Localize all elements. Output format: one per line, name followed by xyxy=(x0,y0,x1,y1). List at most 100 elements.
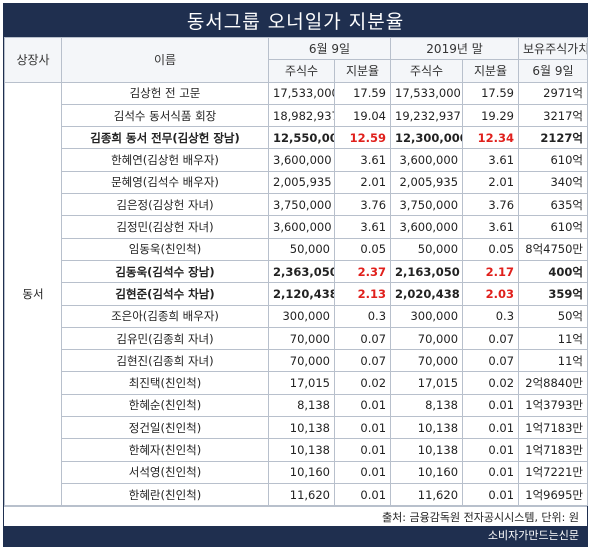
ratio-june-cell: 0.3 xyxy=(333,304,392,328)
ratio-june-cell: 0.01 xyxy=(333,393,392,418)
person-name-cell: 김현준(김석수 차남) xyxy=(61,282,269,306)
holding-value-cell: 359억 xyxy=(518,282,589,306)
holding-value-cell: 2971억 xyxy=(518,81,589,105)
holding-value-cell: 400억 xyxy=(518,259,589,284)
table-row: 정건일(친인척) 10,138 0.01 10,138 0.01 1억7183만 xyxy=(5,416,589,440)
ratio-2019-cell: 0.01 xyxy=(462,460,520,484)
ownership-table: 상장사 이름 6월 9일 2019년 말 보유주식가치 주식수 지분율 주식수 … xyxy=(4,36,589,507)
ownership-table-card: 동서그룹 오너일가 지분율 상장사 이름 6월 9일 2019년 말 보유주식가… xyxy=(3,3,589,547)
table-row: 김석수 동서식품 회장 18,982,937 19.04 19,232,937 19.2… xyxy=(5,103,589,128)
ratio-2019-cell: 2.17 xyxy=(462,259,520,284)
shares-june-cell: 10,138 xyxy=(268,438,335,462)
ratio-2019-cell: 0.01 xyxy=(462,393,520,418)
ratio-june-cell: 12.59 xyxy=(333,126,392,150)
header-company: 상장사 xyxy=(4,37,62,83)
ratio-june-cell: 3.61 xyxy=(333,148,392,172)
source-note: 출처: 금융감독원 전자공시시스템, 단위: 원 xyxy=(4,506,587,528)
shares-june-cell: 11,620 xyxy=(268,482,335,507)
header-end2019: 2019년 말 xyxy=(390,36,520,61)
shares-2019-cell: 17,015 xyxy=(390,371,464,395)
shares-2019-cell: 10,138 xyxy=(390,416,464,440)
table-row: 최진택(친인척) 17,015 0.02 17,015 0.02 2억8840만 xyxy=(5,371,589,395)
holding-value-cell: 11억 xyxy=(518,326,589,351)
person-name-cell: 임동욱(친인척) xyxy=(61,237,269,261)
holding-value-cell: 11억 xyxy=(518,349,589,373)
shares-2019-cell: 3,600,000 xyxy=(390,215,464,239)
ratio-june-cell: 0.01 xyxy=(333,482,392,507)
table-row: 한혜자(친인척) 10,138 0.01 10,138 0.01 1억7183만 xyxy=(5,438,589,462)
shares-2019-cell: 11,620 xyxy=(390,482,464,507)
holding-value-cell: 2127억 xyxy=(518,126,589,150)
ratio-june-cell: 19.04 xyxy=(333,103,392,128)
shares-june-cell: 3,600,000 xyxy=(268,148,335,172)
ratio-june-cell: 2.01 xyxy=(333,170,392,195)
shares-2019-cell: 50,000 xyxy=(390,237,464,261)
shares-june-cell: 12,550,000 xyxy=(268,126,335,150)
person-name-cell: 김종희 동서 전무(김상헌 장남) xyxy=(61,126,269,150)
shares-june-cell: 17,533,000 xyxy=(268,81,335,105)
ratio-2019-cell: 0.07 xyxy=(462,349,520,373)
ratio-2019-cell: 3.76 xyxy=(462,193,520,217)
table-row: 한혜연(김상헌 배우자) 3,600,000 3.61 3,600,000 3.61 61… xyxy=(5,148,589,172)
header-ratio-2019: 지분율 xyxy=(462,59,520,83)
holding-value-cell: 1억3793만 xyxy=(518,393,589,418)
holding-value-cell: 8억4750만 xyxy=(518,237,589,261)
ratio-june-cell: 0.02 xyxy=(333,371,392,395)
ratio-june-cell: 0.01 xyxy=(333,438,392,462)
shares-june-cell: 2,120,438 xyxy=(268,282,335,306)
person-name-cell: 한혜자(친인척) xyxy=(61,438,269,462)
person-name-cell: 김현진(김종희 자녀) xyxy=(61,349,269,373)
shares-2019-cell: 10,160 xyxy=(390,460,464,484)
person-name-cell: 김유민(김종희 자녀) xyxy=(61,326,269,351)
person-name-cell: 김정민(김상헌 자녀) xyxy=(61,215,269,239)
shares-june-cell: 50,000 xyxy=(268,237,335,261)
table-row: 김정민(김상헌 자녀) 3,600,000 3.61 3,600,000 3.61 610… xyxy=(5,215,589,239)
ratio-2019-cell: 3.61 xyxy=(462,148,520,172)
shares-2019-cell: 70,000 xyxy=(390,326,464,351)
table-body: 동서 김상헌 전 고문 17,533,000 17.59 17,533,000 17.59… xyxy=(4,81,589,507)
header-shares-june: 주식수 xyxy=(268,59,335,83)
company-group-cell: 동서 xyxy=(4,81,62,507)
ratio-june-cell: 2.13 xyxy=(333,282,392,306)
table-row: 한혜순(친인척) 8,138 0.01 8,138 0.01 1억3793만 xyxy=(5,393,589,418)
shares-2019-cell: 70,000 xyxy=(390,349,464,373)
header-ratio-june: 지분율 xyxy=(333,59,392,83)
table-row: 김동욱(김석수 장남) 2,363,050 2.37 2,163,050 2.17 400… xyxy=(5,259,589,284)
header-name: 이름 xyxy=(61,37,269,83)
shares-2019-cell: 10,138 xyxy=(390,438,464,462)
holding-value-cell: 610억 xyxy=(518,215,589,239)
shares-june-cell: 10,160 xyxy=(268,460,335,484)
holding-value-cell: 610억 xyxy=(518,148,589,172)
table-row: 김유민(김종희 자녀) 70,000 0.07 70,000 0.07 11억 xyxy=(5,326,589,351)
header-holding-value: 보유주식가치 xyxy=(518,36,589,61)
table-row: 조은아(김종희 배우자) 300,000 0.3 300,000 0.3 50억 xyxy=(5,304,589,328)
shares-june-cell: 17,015 xyxy=(268,371,335,395)
person-name-cell: 김은정(김상헌 자녀) xyxy=(61,193,269,217)
person-name-cell: 김석수 동서식품 회장 xyxy=(61,103,269,128)
table-row: 김현준(김석수 차남) 2,120,438 2.13 2,020,438 2.03 359… xyxy=(5,282,589,306)
ratio-june-cell: 0.01 xyxy=(333,416,392,440)
ratio-june-cell: 0.07 xyxy=(333,326,392,351)
person-name-cell: 한혜란(친인척) xyxy=(61,482,269,507)
holding-value-cell: 340억 xyxy=(518,170,589,195)
ratio-2019-cell: 17.59 xyxy=(462,81,520,105)
ratio-june-cell: 3.76 xyxy=(333,193,392,217)
shares-june-cell: 3,600,000 xyxy=(268,215,335,239)
table-row: 김현진(김종희 자녀) 70,000 0.07 70,000 0.07 11억 xyxy=(5,349,589,373)
person-name-cell: 한혜순(친인척) xyxy=(61,393,269,418)
shares-2019-cell: 300,000 xyxy=(390,304,464,328)
shares-2019-cell: 8,138 xyxy=(390,393,464,418)
table-row: 김종희 동서 전무(김상헌 장남)12,550,00012.5912,300,0… xyxy=(5,126,589,150)
table-row: 서석영(친인척) 10,160 0.01 10,160 0.01 1억7221만 xyxy=(5,460,589,484)
person-name-cell: 김동욱(김석수 장남) xyxy=(61,259,269,284)
holding-value-cell: 50억 xyxy=(518,304,589,328)
shares-2019-cell: 3,750,000 xyxy=(390,193,464,217)
table-row: 임동욱(친인척) 50,000 0.05 50,000 0.05 8억4750만 xyxy=(5,237,589,261)
person-name-cell: 문혜영(김석수 배우자) xyxy=(61,170,269,195)
ratio-2019-cell: 3.61 xyxy=(462,215,520,239)
ratio-2019-cell: 0.3 xyxy=(462,304,520,328)
shares-2019-cell: 2,005,935 xyxy=(390,170,464,195)
ratio-june-cell: 0.05 xyxy=(333,237,392,261)
header-june9: 6월 9일 xyxy=(267,36,392,61)
shares-june-cell: 18,982,937 xyxy=(268,103,335,128)
